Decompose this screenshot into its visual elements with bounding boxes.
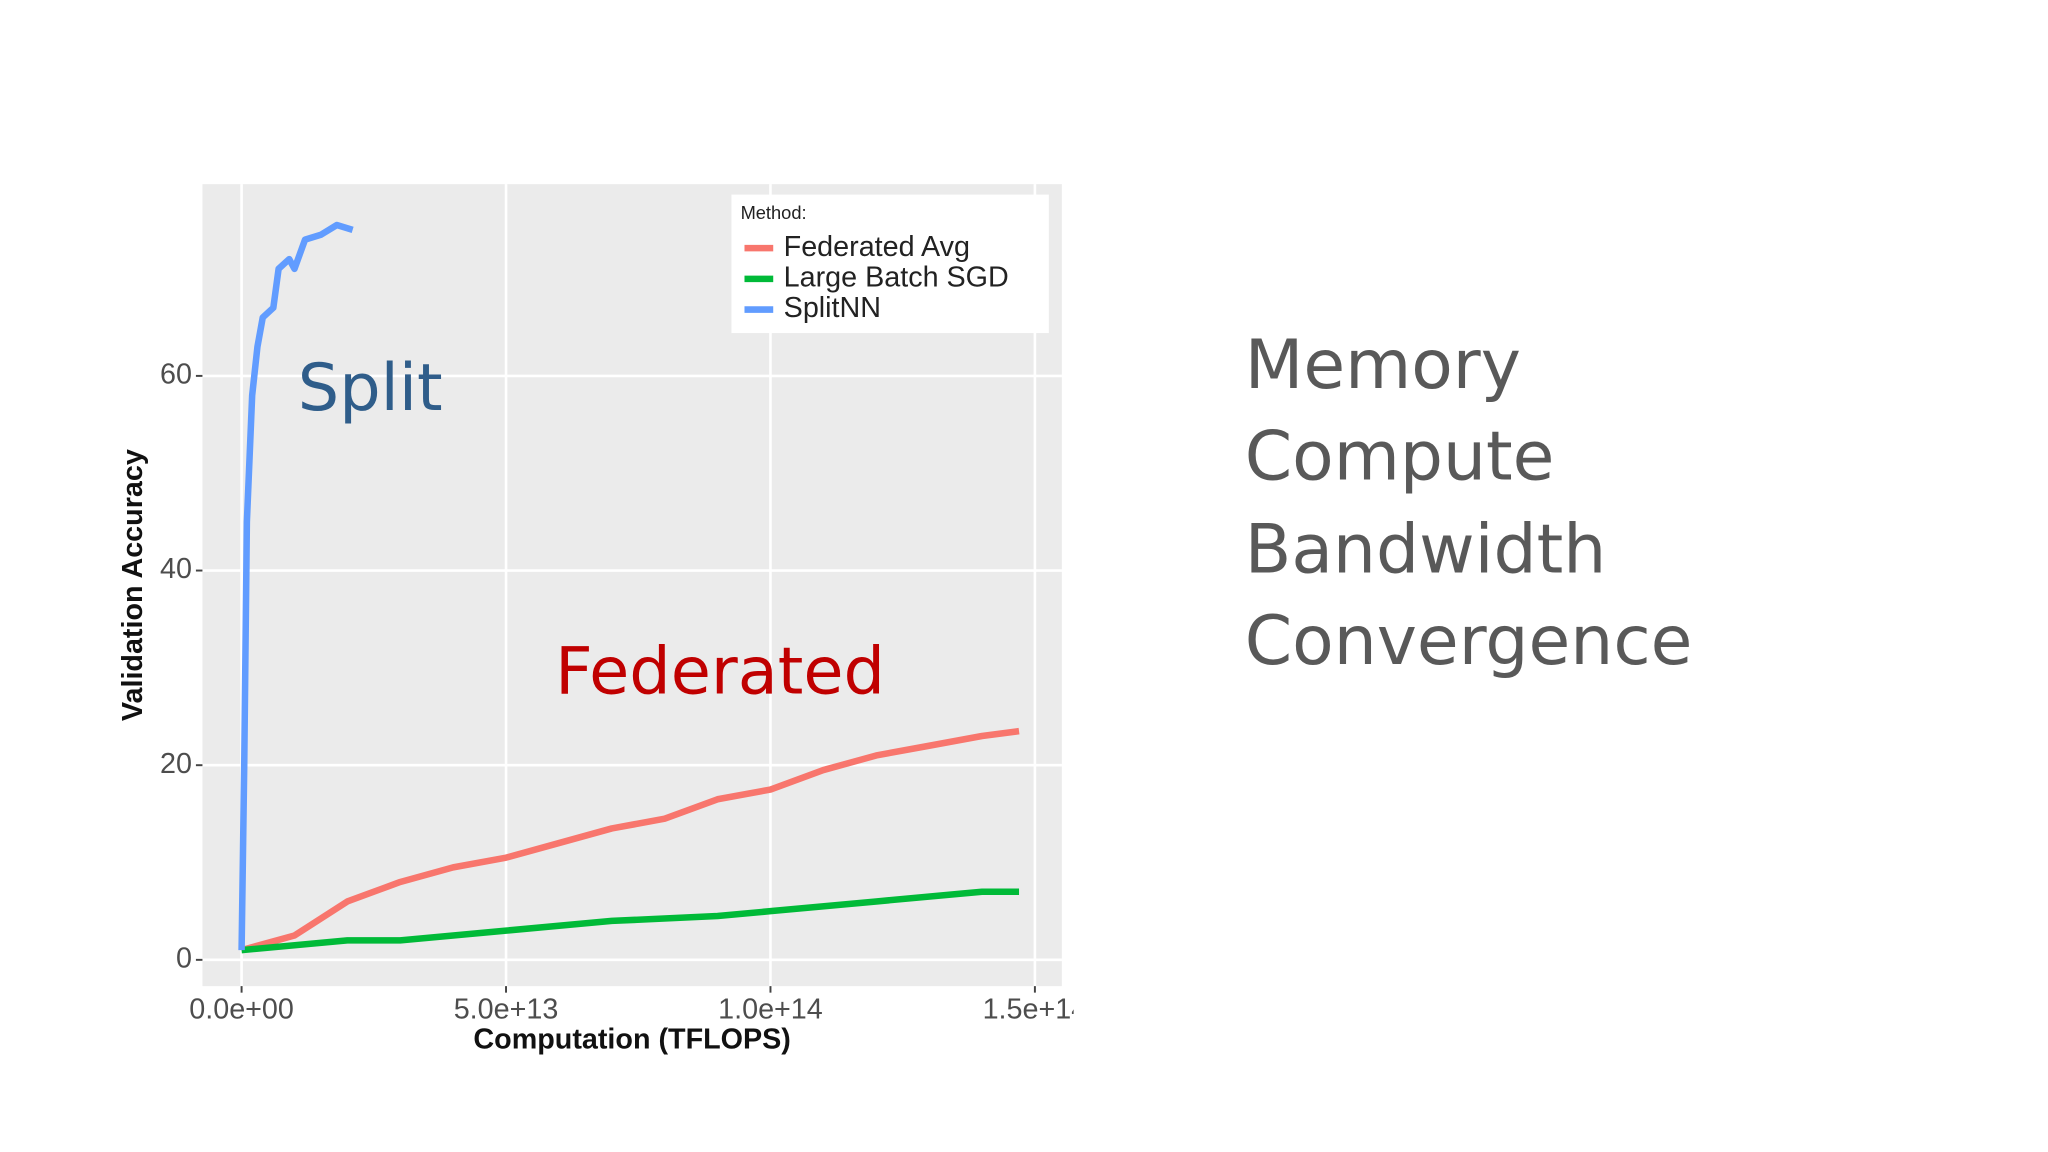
annotation: Split [298, 350, 443, 426]
bullet: Compute [1245, 418, 1555, 497]
series-line [240, 727, 1020, 954]
y-tick-label: 60 [160, 358, 192, 390]
legend-label: Large Batch SGD [784, 261, 1009, 293]
x-tick-label: 1.0e+14 [718, 994, 823, 1026]
legend-title: Method: [741, 202, 807, 223]
series-line [238, 221, 354, 951]
y-tick-label: 0 [176, 942, 192, 974]
legend-box [731, 194, 1049, 334]
y-tick-label: 20 [160, 748, 192, 780]
bullet: Memory [1245, 326, 1521, 405]
legend-label: SplitNN [784, 292, 881, 324]
series-line [241, 888, 1020, 954]
x-tick-label: 0.0e+00 [189, 994, 294, 1026]
bullet: Bandwidth [1245, 510, 1607, 589]
y-axis-title: Validation Accuracy [117, 449, 149, 721]
x-tick-label: 5.0e+13 [454, 994, 559, 1026]
annotation: Federated [555, 633, 885, 709]
bullet-list: Memory Compute Bandwidth Convergence [1245, 326, 1693, 681]
y-tick-label: 40 [160, 553, 192, 585]
legend-label: Federated Avg [784, 231, 970, 263]
bullet: Convergence [1245, 602, 1693, 681]
chart: 0 20 40 60 0.0e+00 5.0e+13 1.0e+14 1.5e+14 Compu… [117, 184, 1088, 1056]
x-tick-label: 1.5e+14 [983, 994, 1088, 1026]
x-axis-title: Computation (TFLOPS) [473, 1024, 790, 1056]
